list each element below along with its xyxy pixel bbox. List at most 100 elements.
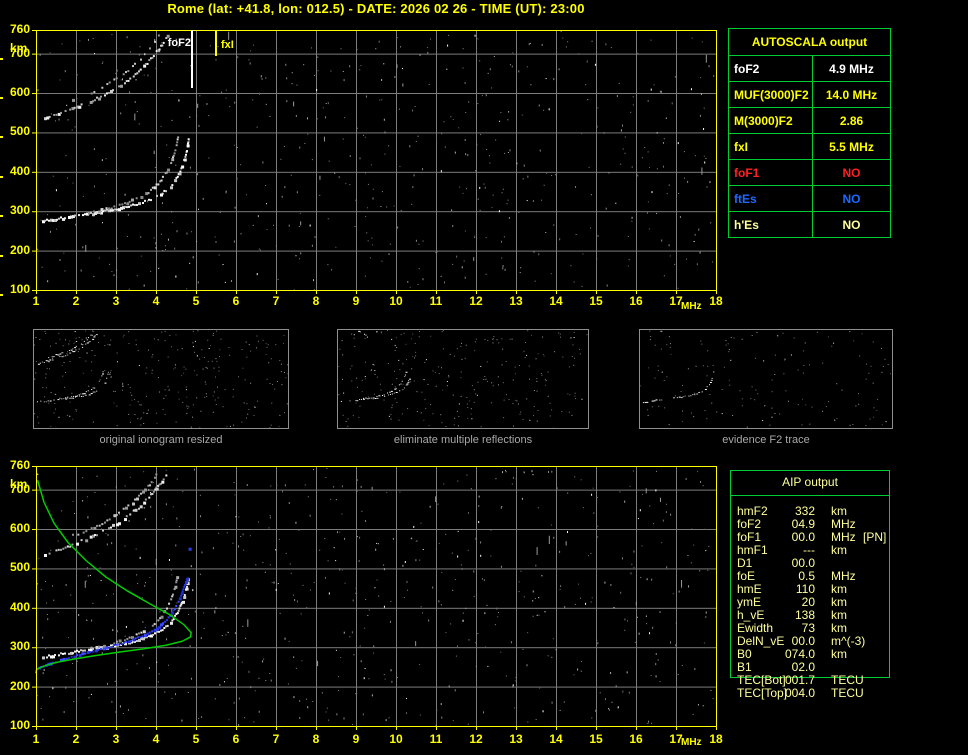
- bottom-x-tick-label: 5: [192, 732, 200, 746]
- aip-row-name: hmF2: [737, 504, 768, 518]
- aip-row-unit: km: [831, 595, 847, 609]
- aip-row-d1: D1 00.0: [731, 557, 931, 570]
- bottom-x-tick-label: 12: [469, 732, 483, 746]
- aip-row-value: 138: [794, 608, 815, 622]
- autoscala-row-label: foF1: [729, 160, 813, 185]
- axis-edge-tick: [0, 254, 3, 257]
- top-x-tick-label: 3: [112, 294, 120, 308]
- aip-row-extra: [PN]: [863, 530, 887, 544]
- aip-row-tecbot: TEC[Bot] 001.7 TECU: [731, 674, 931, 687]
- axis-edge-tick: [0, 57, 3, 60]
- axis-edge-tick: [0, 97, 3, 100]
- aip-row-name: TEC[Bot]: [737, 673, 786, 687]
- aip-row-unit: km: [831, 621, 847, 635]
- thumbnail-eliminate-reflections: [337, 329, 589, 429]
- aip-row-value: 0.5: [798, 569, 815, 583]
- fxi-marker-label: fxI: [221, 39, 234, 51]
- aip-row-b0: B0 074.0 km: [731, 648, 931, 661]
- aip-row-name: D1: [737, 556, 753, 570]
- autoscala-row-fxi: fxI 5.5 MHz: [729, 134, 890, 160]
- aip-row-delnve: DelN_vE 00.0 m^(-3): [731, 635, 931, 648]
- bottom-x-tick-label: 6: [232, 732, 240, 746]
- aip-row-name: Ewidth: [737, 621, 774, 635]
- autoscala-row-value: NO: [842, 191, 861, 206]
- bottom-x-tick-label: 1: [32, 732, 40, 746]
- top-x-tick-label: 8: [312, 294, 320, 308]
- axis-edge-tick: [0, 175, 3, 178]
- top-x-tick-label: 6: [232, 294, 240, 308]
- top-x-tick-label: 13: [509, 294, 523, 308]
- aip-row-ewidth: Ewidth 73 km: [731, 622, 931, 635]
- aip-row-name: B0: [737, 647, 752, 661]
- top-x-tick-label: 4: [152, 294, 160, 308]
- bottom-y-tick-label: 100: [9, 718, 30, 732]
- top-y-axis-unit-label: km: [10, 41, 28, 55]
- thumbnail-caption-eliminate: eliminate multiple reflections: [393, 434, 533, 446]
- aip-row-hmf2: hmF2 332 km: [731, 505, 931, 518]
- aip-row-hmf1: hmF1 --- km: [731, 544, 931, 557]
- bottom-y-tick-label: 200: [9, 678, 30, 693]
- bottom-x-tick-label: 3: [112, 732, 120, 746]
- top-y-tick-label: 300: [9, 203, 30, 218]
- autoscala-row-fof2: foF2 4.9 MHz: [729, 56, 890, 82]
- aip-row-name: h_vE: [737, 608, 765, 622]
- top-x-tick-label: 14: [549, 294, 563, 308]
- aip-row-value: ---: [803, 543, 815, 557]
- aip-row-value: 04.9: [791, 517, 815, 531]
- aip-row-unit: TECU: [831, 686, 864, 700]
- aip-row-foe: foE 0.5 MHz: [731, 570, 931, 583]
- aip-row-name: foF2: [737, 517, 762, 531]
- bottom-x-tick-label: 10: [389, 732, 403, 746]
- bottom-x-tick-label: 15: [589, 732, 603, 746]
- thumbnail-caption-original: original ionogram resized: [99, 434, 223, 446]
- aip-row-value: 00.0: [791, 634, 815, 648]
- bottom-x-axis-unit-label: MHz: [681, 737, 702, 748]
- bottom-x-tick-label: 9: [352, 732, 360, 746]
- aip-row-unit: km: [831, 582, 847, 596]
- aip-row-value: 00.0: [791, 556, 815, 570]
- station-title: Rome (lat: +41.8, lon: 012.5) - DATE: 20…: [167, 1, 585, 16]
- bottom-x-tick-label: 7: [272, 732, 280, 746]
- aip-row-unit: m^(-3): [831, 634, 866, 648]
- aip-row-unit: MHz: [831, 517, 856, 531]
- bottom-y-tick-label: 500: [9, 560, 30, 575]
- thumbnail-original-ionogram: [33, 329, 289, 429]
- aip-row-value: 001.7: [784, 673, 815, 687]
- bottom-y-tick-label: 600: [9, 521, 30, 536]
- aip-row-unit: MHz: [831, 569, 856, 583]
- top-x-tick-label: 11: [429, 294, 443, 308]
- autoscala-row-label: fxI: [729, 134, 813, 159]
- autoscala-row-value: NO: [842, 217, 861, 232]
- aip-row-fof1: foF1 00.0 MHz [PN]: [731, 531, 931, 544]
- top-y-tick-label: 400: [9, 163, 30, 178]
- aip-row-unit: MHz: [831, 530, 856, 544]
- aip-row-value: 20: [801, 595, 815, 609]
- bottom-x-tick-label: 16: [629, 732, 643, 746]
- bottom-x-tick-label: 14: [549, 732, 563, 746]
- top-x-tick-label: 9: [352, 294, 360, 308]
- autoscala-row-hes: h'Es NO: [729, 212, 890, 237]
- aip-row-name: TEC[Top]: [737, 686, 788, 700]
- bottom-y-tick-label: 760: [9, 458, 30, 472]
- aip-row-unit: TECU: [831, 673, 864, 687]
- thumbnail-caption-evidence: evidence F2 trace: [722, 434, 810, 446]
- aip-table-title: AIP output: [782, 475, 838, 489]
- top-y-tick-label: 500: [9, 124, 30, 139]
- aip-row-value: 074.0: [784, 647, 815, 661]
- top-x-axis-unit-label: MHz: [681, 301, 702, 312]
- top-x-tick-label: 12: [469, 294, 483, 308]
- bottom-x-tick-label: 4: [152, 732, 160, 746]
- top-x-tick-label: 16: [629, 294, 643, 308]
- autoscala-row-value: 5.5 MHz: [829, 139, 874, 154]
- aip-row-name: ymE: [737, 595, 761, 609]
- top-x-tick-label: 15: [589, 294, 603, 308]
- top-y-tick-label: 760: [9, 22, 30, 36]
- bottom-x-tick-label: 11: [429, 732, 443, 746]
- aip-header-divider: [731, 495, 889, 496]
- aip-row-value: 00.0: [791, 530, 815, 544]
- thumbnail-evidence-f2-trace: [639, 329, 893, 429]
- top-y-tick-label: 100: [9, 282, 30, 296]
- aip-row-name: hmF1: [737, 543, 768, 557]
- axis-edge-tick: [0, 136, 3, 139]
- top-x-tick-label: 10: [389, 294, 403, 308]
